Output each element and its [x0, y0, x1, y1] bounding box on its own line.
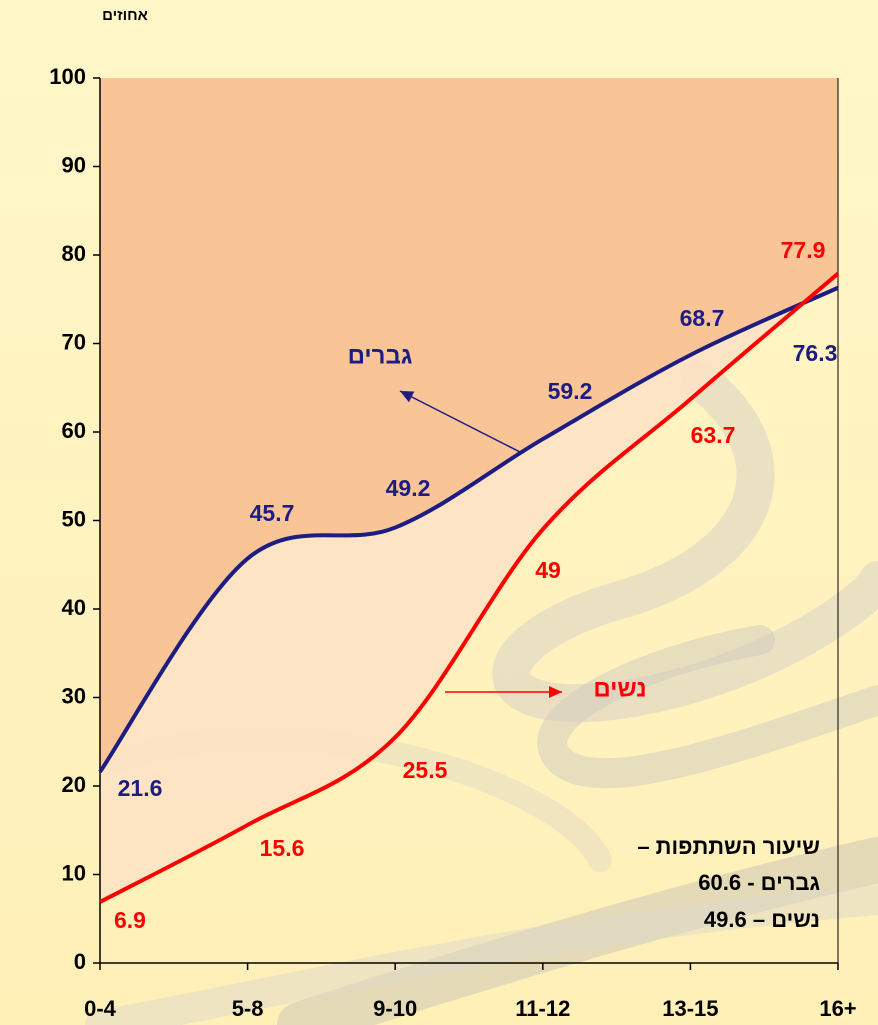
data-label: 25.5	[403, 757, 448, 783]
data-label: 21.6	[118, 775, 163, 801]
data-label: 68.7	[680, 305, 725, 331]
data-label: 15.6	[260, 835, 305, 861]
y-tick-label: 60	[62, 418, 86, 443]
y-tick-label: 30	[62, 683, 86, 708]
x-tick-label: 11-12	[515, 996, 570, 1021]
data-label: 49.2	[386, 475, 431, 501]
data-label: 45.7	[250, 500, 295, 526]
x-tick-label: 5-8	[232, 996, 264, 1021]
y-tick-label: 70	[62, 329, 86, 354]
annotation: גברים - 60.6	[698, 870, 820, 895]
y-tick-label: 0	[74, 949, 86, 974]
y-tick-label: 20	[62, 772, 86, 797]
y-tick-label: 50	[62, 506, 86, 531]
y-tick-label: 40	[62, 595, 86, 620]
x-tick-label: 16+	[819, 996, 856, 1021]
y-tick-label: 100	[49, 64, 86, 89]
x-tick-label: 9-10	[373, 996, 417, 1021]
annotation: נשים – 49.6	[704, 907, 820, 932]
data-label: 77.9	[781, 237, 826, 263]
annotation: שיעור השתתפות –	[637, 834, 820, 859]
series-name: נשים	[593, 675, 646, 702]
x-tick-label: 0-4	[84, 996, 117, 1021]
series-name: גברים	[348, 342, 413, 369]
x-tick-label: 13-15	[662, 996, 718, 1021]
data-label: 76.3	[793, 340, 838, 366]
data-label: 59.2	[548, 378, 593, 404]
chart: אחוזים 0 10 20 30 40 50 60 70 80 90 100 0-4 5-8 9-10 1…	[0, 0, 878, 1025]
y-tick-label: 10	[62, 860, 86, 885]
y-tick-label: 90	[62, 152, 86, 177]
y-tick-label: 80	[62, 241, 86, 266]
data-label: 63.7	[691, 422, 736, 448]
data-label: 49	[535, 557, 561, 583]
y-axis-label: אחוזים	[102, 7, 148, 24]
data-label: 6.9	[114, 907, 146, 933]
